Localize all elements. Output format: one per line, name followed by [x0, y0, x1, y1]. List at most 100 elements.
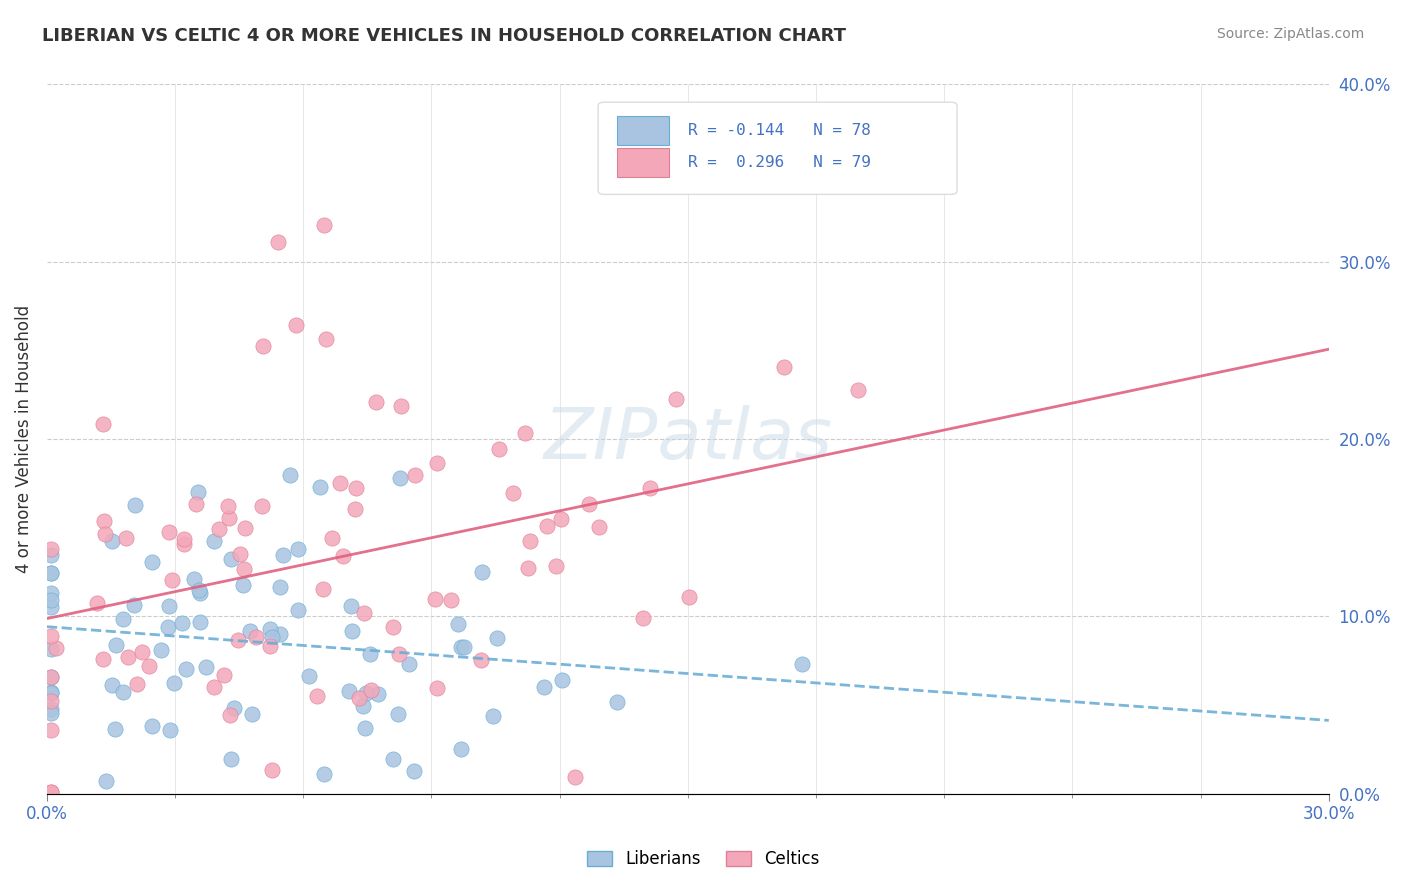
- Point: [39, 702, 62, 716]
- Point: [360, 682, 382, 697]
- Point: [259, 639, 281, 653]
- Text: R =  0.296   N = 79: R = 0.296 N = 79: [688, 155, 870, 170]
- Point: [39, 585, 62, 599]
- Point: [162, 574, 184, 588]
- Point: [170, 615, 193, 630]
- Point: [39, 593, 62, 607]
- Point: [588, 519, 610, 533]
- Point: [533, 680, 555, 694]
- Point: [260, 630, 283, 644]
- Point: [426, 456, 449, 470]
- Text: ZIPatlas: ZIPatlas: [543, 405, 832, 474]
- Point: [311, 582, 333, 596]
- Point: [352, 698, 374, 713]
- Point: [846, 383, 869, 397]
- Point: [188, 586, 211, 600]
- Point: [792, 657, 814, 671]
- Point: [91, 417, 114, 431]
- Point: [665, 392, 688, 407]
- Point: [183, 572, 205, 586]
- Point: [772, 360, 794, 375]
- Point: [340, 599, 363, 614]
- Point: [367, 687, 389, 701]
- Point: [39, 686, 62, 700]
- Point: [447, 617, 470, 632]
- Point: [222, 701, 245, 715]
- Point: [631, 611, 654, 625]
- Point: [269, 580, 291, 594]
- Point: [262, 763, 284, 777]
- Point: [115, 532, 138, 546]
- Point: [564, 770, 586, 784]
- Point: [187, 582, 209, 597]
- Text: Source: ZipAtlas.com: Source: ZipAtlas.com: [1216, 27, 1364, 41]
- Point: [354, 722, 377, 736]
- Point: [217, 500, 239, 514]
- Point: [117, 650, 139, 665]
- Point: [39, 706, 62, 720]
- Point: [162, 675, 184, 690]
- Point: [39, 641, 62, 656]
- Point: [389, 471, 412, 485]
- Point: [221, 552, 243, 566]
- Point: [127, 676, 149, 690]
- Point: [425, 592, 447, 607]
- Point: [174, 662, 197, 676]
- Point: [94, 774, 117, 789]
- Point: [550, 673, 572, 688]
- Point: [233, 521, 256, 535]
- Point: [332, 549, 354, 563]
- Point: [184, 497, 207, 511]
- Point: [266, 235, 288, 249]
- Point: [104, 638, 127, 652]
- Point: [194, 660, 217, 674]
- Point: [259, 622, 281, 636]
- Point: [349, 691, 371, 706]
- Point: [39, 599, 62, 614]
- Point: [159, 723, 181, 738]
- Point: [359, 647, 381, 661]
- Point: [337, 684, 360, 698]
- Point: [354, 686, 377, 700]
- Point: [450, 640, 472, 655]
- Point: [453, 640, 475, 654]
- Point: [86, 596, 108, 610]
- Point: [157, 599, 180, 613]
- Point: [91, 652, 114, 666]
- Point: [536, 518, 558, 533]
- Point: [519, 533, 541, 548]
- Point: [39, 566, 62, 580]
- Bar: [617, 116, 669, 145]
- Point: [287, 603, 309, 617]
- Point: [280, 467, 302, 482]
- Point: [39, 548, 62, 562]
- Point: [298, 669, 321, 683]
- Point: [426, 681, 449, 695]
- Point: [188, 615, 211, 629]
- Point: [517, 561, 540, 575]
- Point: [39, 541, 62, 556]
- Point: [111, 612, 134, 626]
- Point: [93, 514, 115, 528]
- Point: [245, 631, 267, 645]
- Point: [387, 707, 409, 722]
- FancyBboxPatch shape: [598, 103, 957, 194]
- Point: [271, 548, 294, 562]
- Point: [218, 511, 240, 525]
- Point: [124, 499, 146, 513]
- Point: [232, 578, 254, 592]
- Point: [269, 626, 291, 640]
- Point: [470, 652, 492, 666]
- Point: [485, 632, 508, 646]
- Point: [343, 501, 366, 516]
- Point: [208, 522, 231, 536]
- Point: [39, 685, 62, 699]
- Point: [309, 480, 332, 494]
- Bar: [617, 148, 669, 177]
- Point: [173, 537, 195, 551]
- Point: [141, 555, 163, 569]
- Point: [640, 481, 662, 495]
- Point: [329, 475, 352, 490]
- Point: [131, 645, 153, 659]
- Point: [398, 657, 420, 671]
